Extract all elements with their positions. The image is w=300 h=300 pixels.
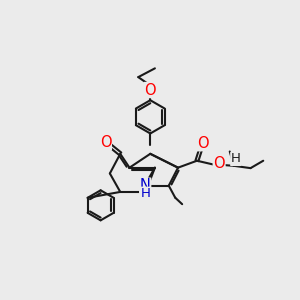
Text: O: O: [197, 136, 208, 151]
Text: H: H: [140, 187, 150, 200]
Text: O: O: [100, 135, 111, 150]
Text: O: O: [213, 156, 225, 171]
Text: H: H: [231, 152, 241, 165]
Text: N: N: [140, 178, 151, 193]
Text: O: O: [145, 82, 156, 98]
